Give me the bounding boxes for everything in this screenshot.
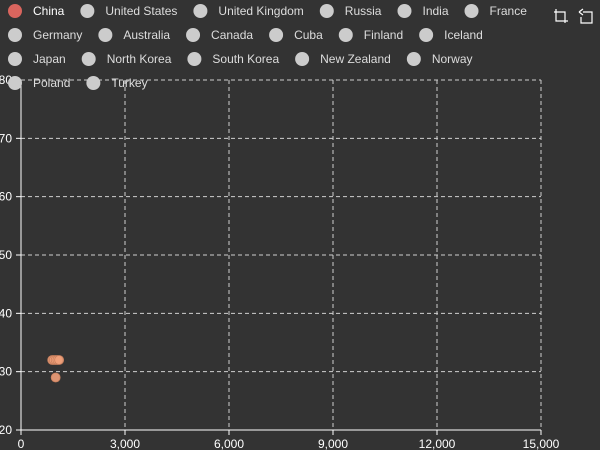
data-point[interactable] [50, 372, 61, 383]
legend-label: France [490, 4, 528, 18]
legend-item[interactable]: Australia [98, 28, 170, 42]
legend-marker [319, 4, 334, 18]
legend-label: Germany [33, 28, 82, 42]
legend-marker [187, 52, 202, 66]
legend-marker [80, 4, 95, 18]
legend-marker [8, 52, 22, 66]
legend-label: United States [105, 4, 177, 18]
data-point[interactable] [54, 355, 65, 365]
legend-item[interactable]: Canada [186, 28, 253, 42]
legend-label: Finland [364, 28, 403, 42]
legend-item[interactable]: Cuba [269, 28, 323, 42]
legend-marker [81, 52, 96, 66]
legend-item[interactable]: United States [80, 4, 177, 18]
legend-marker [397, 4, 412, 18]
y-tick-label: 70 [0, 131, 12, 145]
x-tick-label: 9,000 [318, 437, 348, 450]
x-axis-ticks: 0 3,000 6,000 9,000 12,000 15,000 [18, 430, 560, 450]
legend-label: Norway [432, 52, 473, 66]
legend-item[interactable]: Finland [338, 28, 403, 42]
legend-item[interactable]: Norway [406, 52, 473, 66]
legend-label: New Zealand [320, 52, 391, 66]
legend-label: North Korea [107, 52, 172, 66]
legend-label: Cuba [294, 28, 323, 42]
legend-label: Iceland [444, 28, 483, 42]
legend-marker [86, 76, 101, 90]
toolbox [553, 8, 594, 24]
data-points [47, 355, 65, 383]
y-tick-label: 20 [0, 423, 12, 437]
legend-label: Russia [345, 4, 382, 18]
legend-marker [295, 52, 310, 66]
legend-label: Poland [33, 76, 70, 90]
y-tick-label: 30 [0, 365, 12, 379]
legend-marker [8, 28, 22, 42]
x-tick-label: 6,000 [214, 437, 244, 450]
legend-marker [338, 28, 353, 42]
legend-item[interactable]: India [397, 4, 449, 18]
legend-marker [8, 76, 22, 90]
data-zoom-icon[interactable] [553, 8, 569, 24]
legend-item[interactable]: Turkey [86, 76, 148, 90]
legend-item[interactable]: China [8, 4, 65, 18]
legend-marker [406, 52, 421, 66]
legend-label: Canada [211, 28, 253, 42]
y-tick-label: 40 [0, 306, 12, 320]
legend-label: Turkey [111, 76, 147, 90]
legend-item[interactable]: North Korea [81, 52, 172, 66]
restore-icon[interactable] [578, 8, 594, 24]
x-tick-label: 15,000 [523, 437, 560, 450]
legend-marker [98, 28, 113, 42]
y-tick-label: 60 [0, 190, 12, 204]
legend-item[interactable]: Poland [8, 76, 70, 90]
legend-marker [8, 4, 22, 18]
legend-item[interactable]: New Zealand [295, 52, 391, 66]
legend-label: South Korea [212, 52, 279, 66]
legend-item[interactable]: Russia [319, 4, 382, 18]
y-tick-label: 50 [0, 248, 12, 262]
legend-label: United Kingdom [218, 4, 303, 18]
legend-label: China [33, 4, 65, 18]
x-tick-label: 0 [18, 437, 25, 450]
legend-marker [193, 4, 208, 18]
legend-label: India [422, 4, 448, 18]
legend-item[interactable]: Japan [8, 52, 66, 66]
legend-item[interactable]: Germany [8, 28, 82, 42]
grid [21, 79, 542, 430]
legend-marker [186, 28, 201, 42]
legend-marker [464, 4, 479, 18]
legend-item[interactable]: Iceland [419, 28, 483, 42]
legend: China United States United Kingdom Russia In… [8, 4, 527, 90]
legend-item[interactable]: United Kingdom [193, 4, 304, 18]
legend-item[interactable]: France [464, 4, 528, 18]
legend-item[interactable]: South Korea [187, 52, 279, 66]
x-tick-label: 3,000 [110, 437, 140, 450]
legend-marker [419, 28, 434, 42]
x-tick-label: 12,000 [419, 437, 456, 450]
legend-label: Australia [123, 28, 170, 42]
legend-marker [269, 28, 284, 42]
legend-label: Japan [33, 52, 66, 66]
